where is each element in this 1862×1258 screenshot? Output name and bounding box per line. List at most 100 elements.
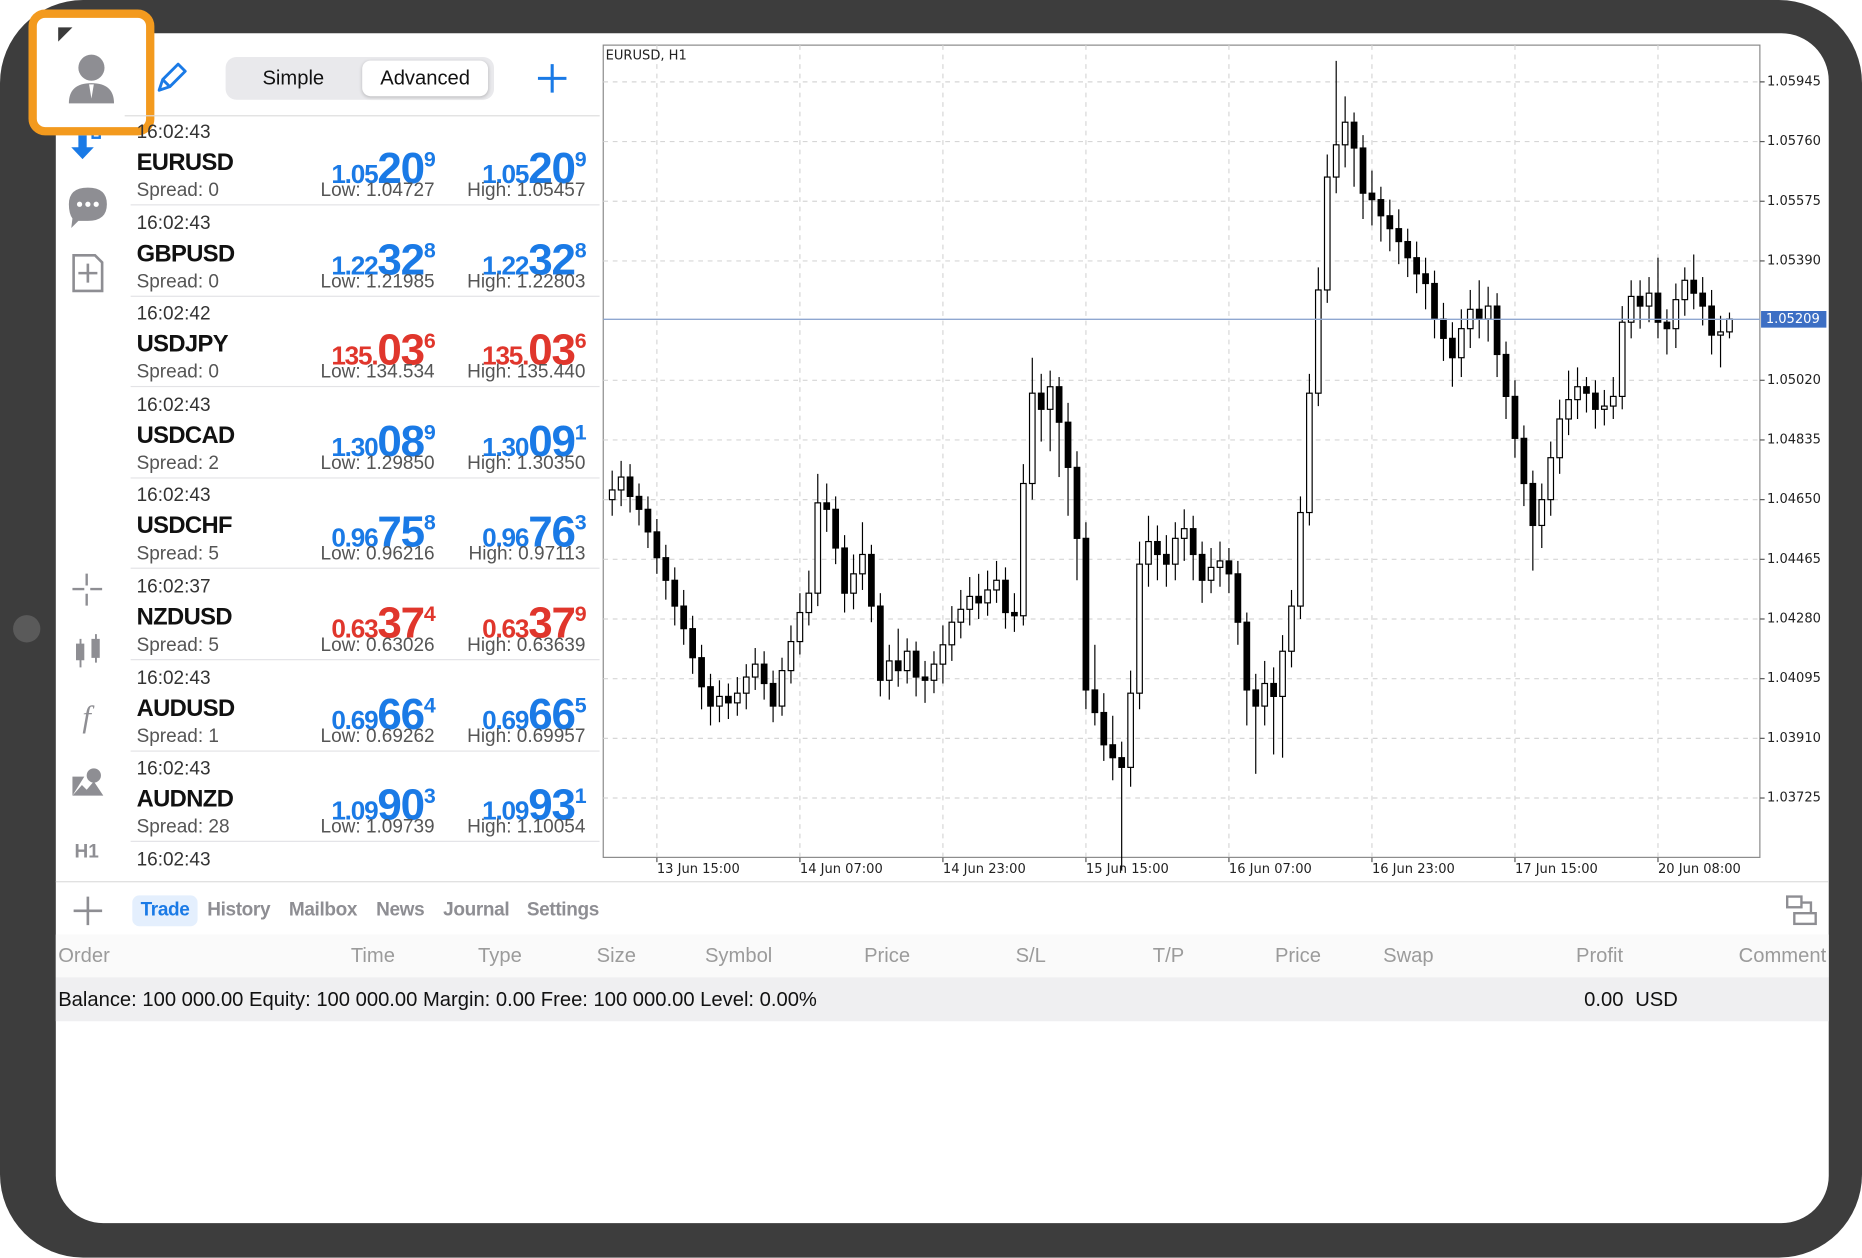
candle-body	[1404, 240, 1412, 259]
quote-symbol[interactable]: GBPUSD	[136, 240, 236, 267]
candle-body	[1511, 395, 1519, 439]
layout-button[interactable]	[1784, 893, 1820, 929]
candle-body	[1028, 392, 1036, 485]
row-divider	[130, 568, 600, 570]
quote-spread: Spread: 5	[136, 635, 219, 656]
mode-option[interactable]: Simple	[262, 66, 325, 90]
candle-body	[1288, 605, 1295, 652]
quote-symbol[interactable]: USDCAD	[136, 422, 236, 449]
x-tick-label: 17 Jun 15:00	[1515, 862, 1598, 877]
balance-row	[55, 977, 1829, 1022]
candle-body	[1136, 563, 1143, 694]
ask-last: 1	[574, 783, 587, 808]
candle-body	[876, 605, 884, 681]
quote-symbol[interactable]: USDCHF	[136, 513, 233, 540]
plot-area	[602, 44, 1761, 858]
ask-prefix: 1.22	[482, 250, 529, 280]
column-header: T/P	[1152, 944, 1185, 967]
mode-option[interactable]: Advanced	[362, 60, 489, 97]
candle-body	[742, 676, 750, 694]
candle-body	[787, 640, 795, 672]
divider	[124, 115, 600, 117]
new-order-button[interactable]	[71, 894, 104, 927]
candle-body	[975, 595, 983, 604]
tab[interactable]: Journal	[443, 900, 510, 921]
candle-body	[1663, 321, 1671, 330]
ask-last: 5	[574, 693, 587, 717]
quote-time: 16:02:42	[136, 304, 211, 325]
bid-big: 20	[377, 143, 425, 193]
chart: 1.05945 1.05760 1.05575 1.05390 1.05020 1.048…	[602, 44, 1827, 877]
ask-big: 32	[528, 234, 576, 284]
candle-body	[1431, 282, 1438, 320]
candle-body	[1109, 744, 1117, 759]
candle-body	[1645, 292, 1653, 307]
candle-body	[1207, 566, 1215, 581]
ask-prefix: 0.69	[482, 704, 529, 735]
candle-body	[948, 621, 956, 646]
quote-spread: Spread: 1	[136, 726, 219, 747]
ask-big: 09	[528, 416, 576, 466]
bid-big: 90	[377, 780, 425, 830]
candle-body	[1279, 650, 1286, 698]
candle-body	[1189, 528, 1197, 556]
candle-body	[1457, 328, 1465, 359]
candle-body	[1502, 353, 1510, 398]
candle-body	[921, 676, 929, 681]
column-header: Time	[350, 944, 395, 967]
table-header-row	[55, 934, 1829, 978]
x-tick-label: 14 Jun 07:00	[800, 862, 883, 877]
candle-body	[814, 502, 822, 594]
candle-body	[707, 686, 714, 707]
candle-body	[769, 682, 777, 707]
candle-body	[1413, 257, 1421, 275]
candle-body	[1127, 692, 1134, 768]
ask-prefix: 135.	[482, 341, 529, 371]
candle-body	[1538, 499, 1546, 527]
candle-body	[1011, 611, 1018, 617]
bid-price: 1.05209	[239, 135, 436, 192]
bid-prefix: 1.09	[331, 795, 378, 826]
quote-symbol[interactable]: AUDUSD	[136, 695, 236, 722]
x-tick-label: 14 Jun 23:00	[943, 862, 1026, 877]
quote-symbol[interactable]: NZDUSD	[136, 604, 233, 631]
y-tick-label: 1.05575	[1767, 194, 1821, 209]
row-divider	[130, 295, 600, 297]
candle-body	[1600, 405, 1608, 410]
candle-body	[1699, 292, 1707, 307]
y-tick-label: 1.04650	[1767, 492, 1821, 507]
tab[interactable]: Mailbox	[288, 900, 358, 921]
quote-symbol[interactable]: AUDNZD	[136, 786, 234, 813]
ask-big: 93	[528, 780, 576, 830]
account-button-highlight[interactable]	[28, 9, 155, 136]
candle-body	[966, 595, 974, 610]
column-header: Swap	[1383, 944, 1434, 967]
tab[interactable]: News	[376, 900, 425, 921]
tab[interactable]: History	[207, 900, 271, 921]
bid-price: 135.036	[239, 317, 436, 374]
row-divider	[130, 386, 600, 388]
candle-body	[680, 605, 688, 630]
y-tick-label: 1.05020	[1767, 373, 1821, 388]
candle-body	[698, 657, 705, 688]
account-icon	[58, 27, 114, 104]
tab[interactable]: Trade	[132, 895, 198, 927]
quote-symbol[interactable]: EURUSD	[136, 149, 234, 176]
quote-time: 16:02:43	[136, 395, 211, 416]
candle-body	[1100, 711, 1108, 746]
candle-body	[1037, 392, 1045, 410]
quote-symbol[interactable]: USDJPY	[136, 331, 229, 358]
current-price-tag	[1761, 311, 1827, 328]
quote-high: High: 1.22803	[467, 271, 586, 292]
column-header: Type	[478, 944, 522, 967]
y-tick-label: 1.05760	[1767, 134, 1821, 149]
ask-price: 0.63379	[441, 590, 587, 647]
column-header: Profit	[1575, 944, 1624, 967]
bid-prefix: 1.22	[331, 250, 378, 280]
bid-big: 08	[377, 416, 425, 466]
ask-last: 6	[574, 329, 587, 353]
tab[interactable]: Settings	[526, 900, 599, 921]
edit-button[interactable]	[152, 59, 190, 97]
add-symbol-button[interactable]	[534, 61, 570, 97]
timeframe[interactable]: H1	[75, 841, 100, 862]
